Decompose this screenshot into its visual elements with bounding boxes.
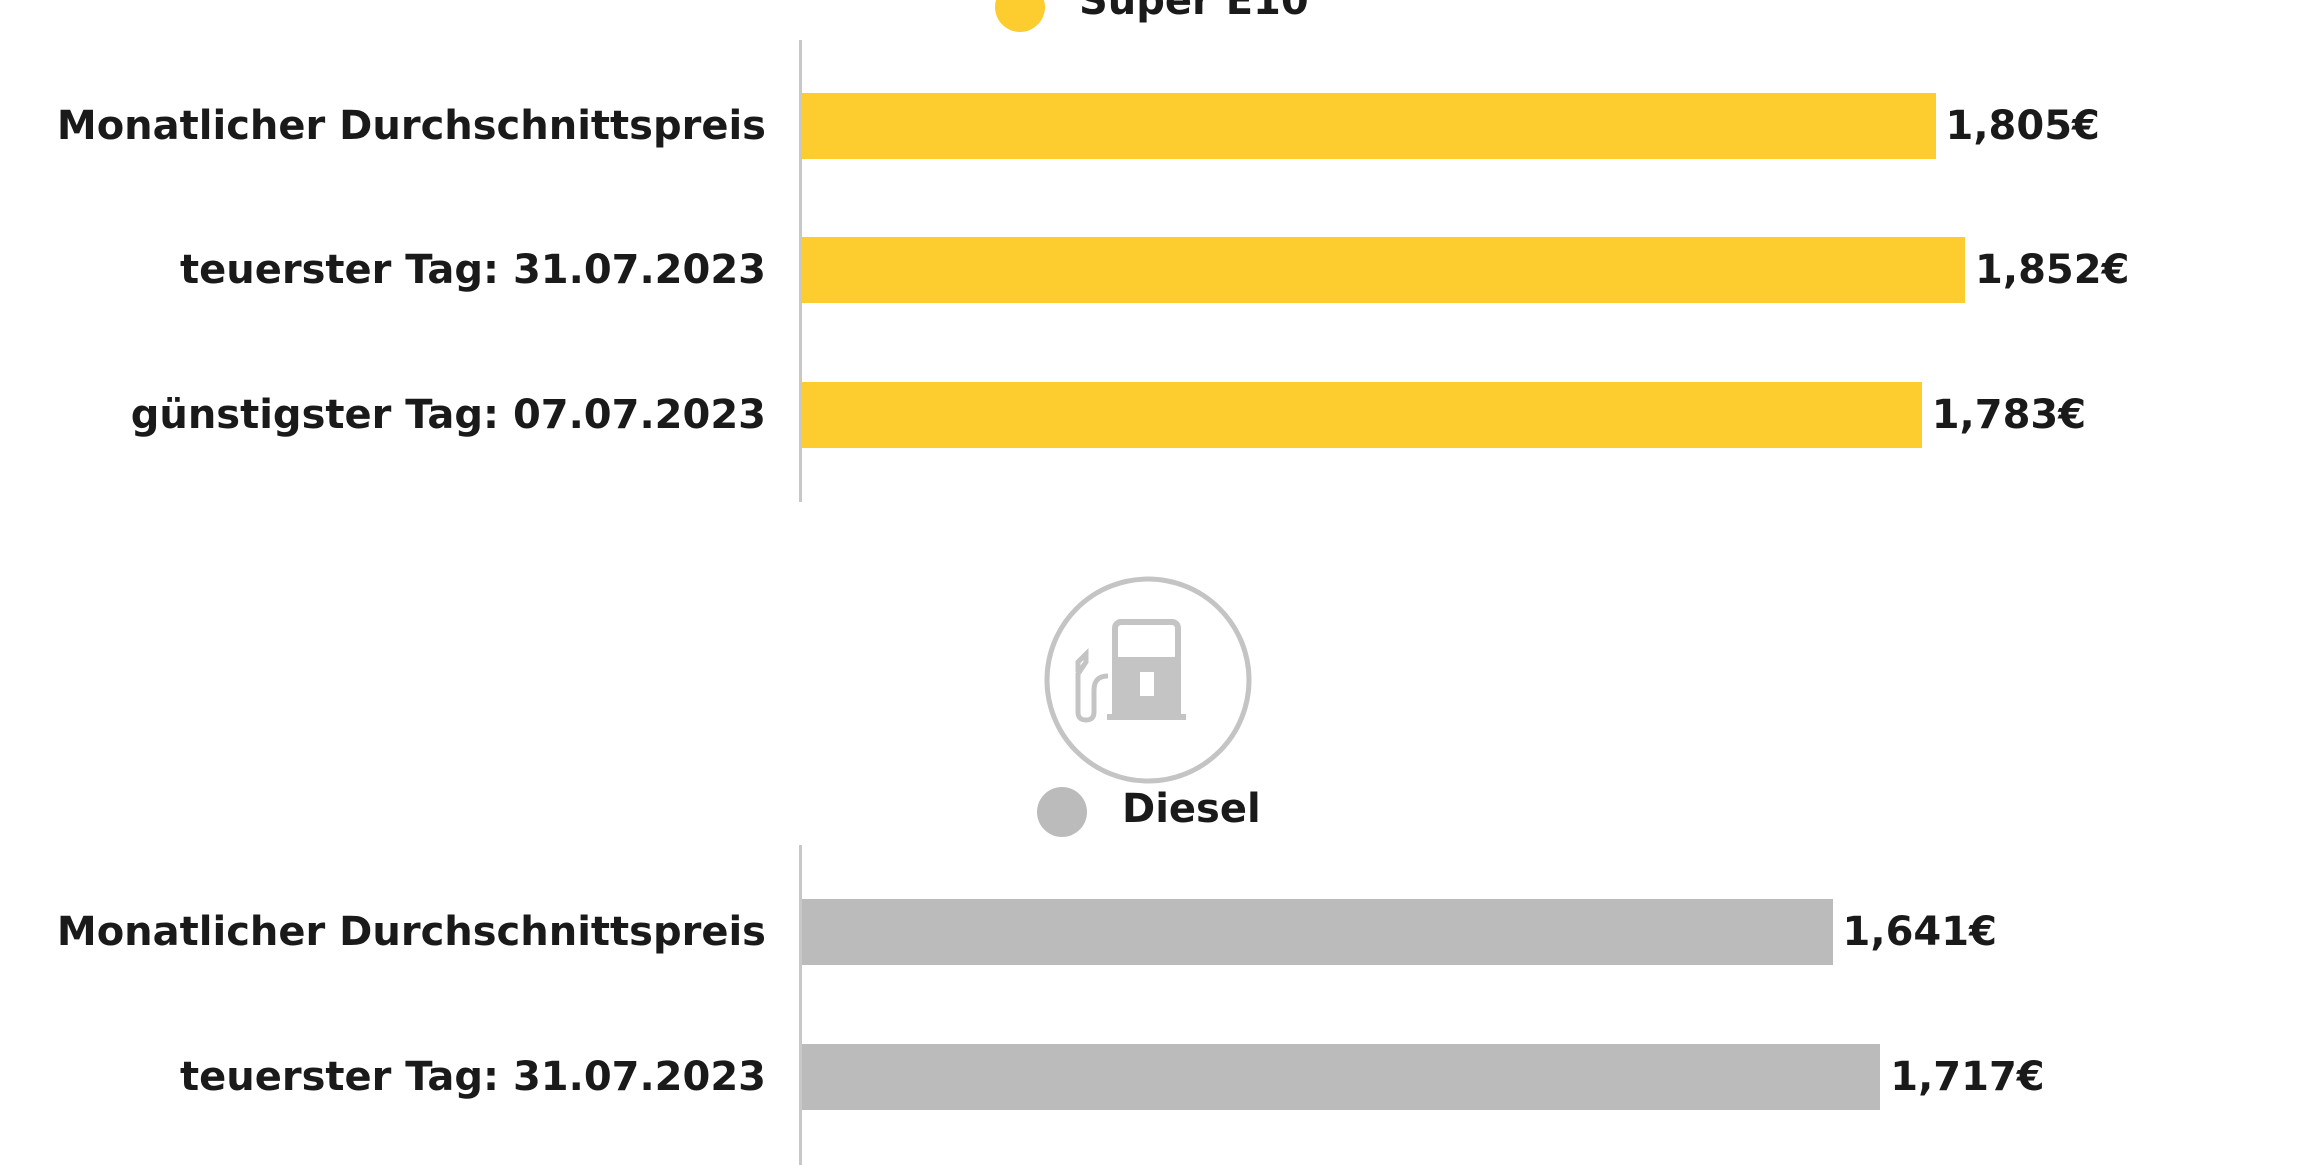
bar [802,899,1833,965]
axis-line-super-e10 [799,40,802,502]
legend-label-diesel: Diesel [1122,786,1261,832]
category-label: teuerster Tag: 31.07.2023 [179,1054,766,1100]
bar [802,382,1922,448]
category-label: Monatlicher Durchschnittspreis [56,103,766,149]
legend-dot-diesel [1037,787,1087,837]
bar [802,93,1936,159]
category-label: Monatlicher Durchschnittspreis [56,909,766,955]
value-label: 1,783€ [1931,392,2087,438]
value-label: 1,641€ [1842,909,1997,955]
value-label: 1,805€ [1945,103,2100,149]
fuel-pump-icon [1044,576,1252,784]
legend-label-super-e10: Super E10 [1079,0,1309,24]
legend-dot-super-e10 [995,0,1045,32]
bar [802,237,1966,303]
category-label: günstigster Tag: 07.07.2023 [130,392,766,438]
value-label: 1,852€ [1975,247,2130,293]
axis-line-diesel [799,845,802,1165]
category-label: teuerster Tag: 31.07.2023 [179,247,766,293]
value-label: 1,717€ [1890,1054,2045,1100]
bar [802,1044,1881,1110]
